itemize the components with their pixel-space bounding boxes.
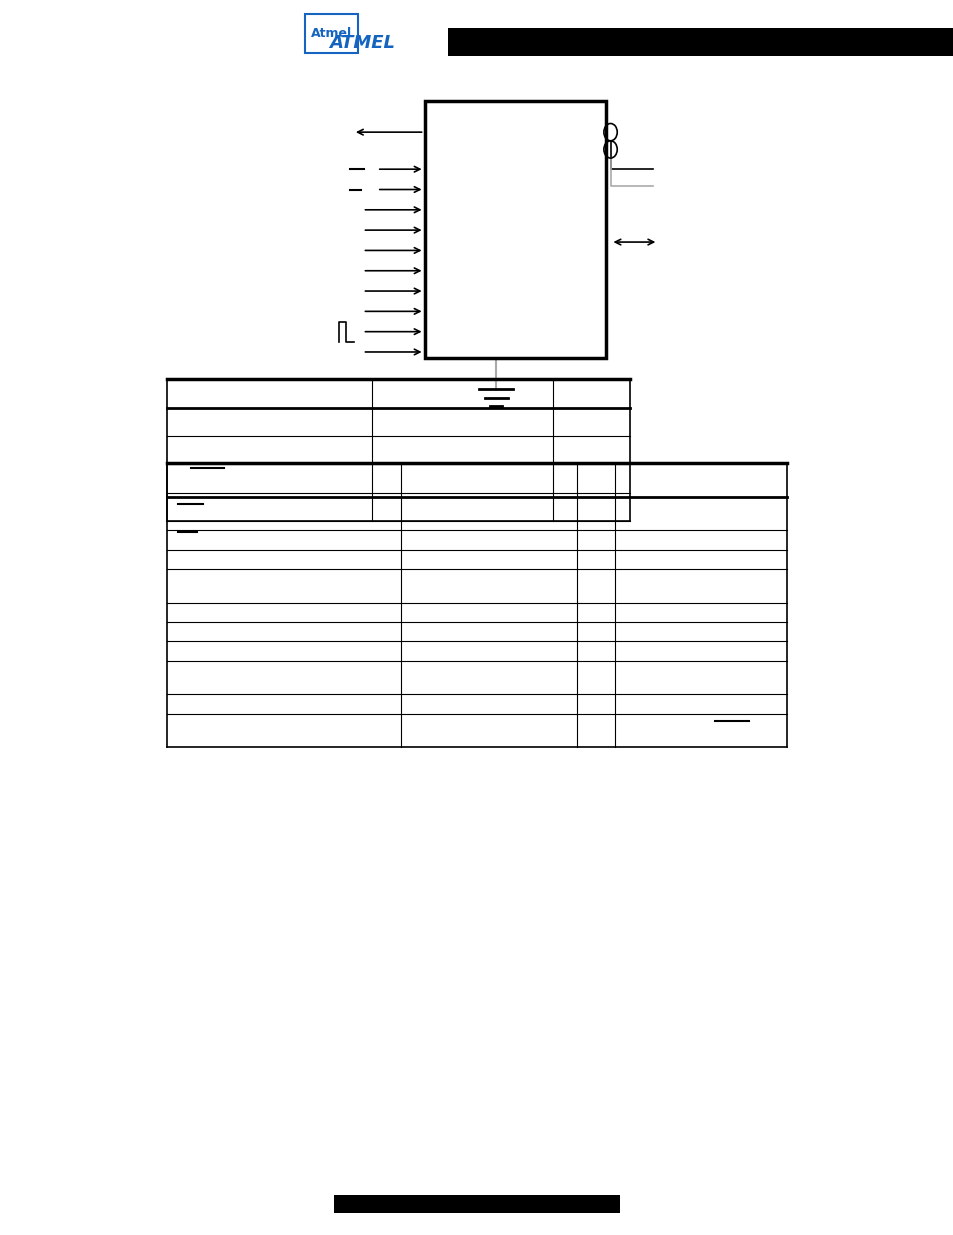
Bar xyxy=(424,101,605,358)
Text: Atmel: Atmel xyxy=(311,27,352,40)
Bar xyxy=(334,1195,619,1213)
Bar xyxy=(448,28,953,56)
Bar xyxy=(305,14,357,53)
Text: ATMEL: ATMEL xyxy=(329,35,395,52)
